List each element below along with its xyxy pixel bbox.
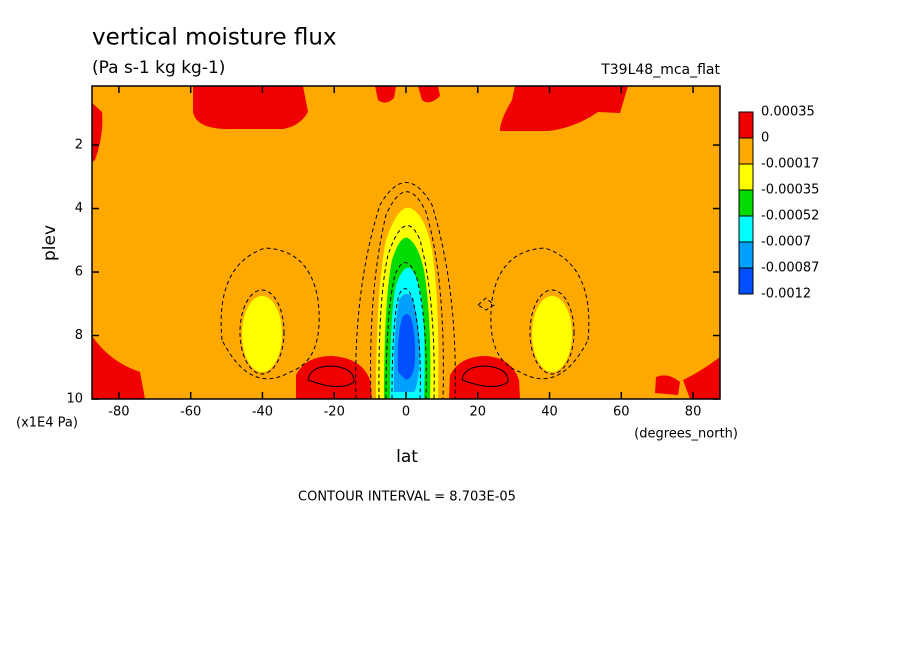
contour-region [655, 375, 680, 395]
contour-line [529, 289, 575, 375]
field [92, 86, 720, 399]
contour-line [477, 297, 495, 311]
x-tick-label: 80 [685, 405, 702, 420]
x-tick-label: 20 [469, 405, 486, 420]
chart-subtitle: (Pa s-1 kg kg-1) [92, 58, 225, 78]
chart-title: vertical moisture flux [92, 25, 337, 51]
colorbar-label: 0 [761, 131, 769, 146]
y-tick-label: 10 [66, 392, 83, 407]
y-tick-label: 4 [75, 201, 83, 216]
contour-region [92, 103, 103, 162]
y-tick-label: 8 [75, 328, 83, 343]
colorbar-label: -0.00087 [761, 261, 819, 276]
x-tick-label: -60 [180, 405, 201, 420]
colorbar-box [738, 111, 754, 139]
contour-region [296, 356, 372, 399]
colorbar-label: 0.00035 [761, 105, 815, 120]
contour-region [500, 86, 628, 131]
colorbar-label: -0.00035 [761, 183, 819, 198]
x-tick-label: -80 [108, 405, 129, 420]
contour-field [92, 86, 720, 399]
colorbar-box [738, 137, 754, 165]
colorbar-box [738, 189, 754, 217]
contour-line [220, 247, 320, 380]
contour-line [239, 289, 285, 375]
colorbar-label: -0.00052 [761, 209, 819, 224]
contour-line [307, 365, 355, 387]
contour-region [193, 86, 308, 129]
y-tick-label: 6 [75, 265, 83, 280]
y-unit: (x1E4 Pa) [16, 416, 78, 431]
y-tick-label: 2 [75, 138, 83, 153]
contour-region [375, 86, 396, 103]
contour-region [418, 86, 440, 103]
x-tick-label: -20 [324, 405, 345, 420]
contour-region [242, 296, 282, 372]
x-unit: (degrees_north) [634, 427, 738, 442]
run-label: T39L48_mca_flat [600, 62, 720, 78]
contour-line [355, 182, 456, 399]
contour-region [532, 296, 572, 372]
contour-line [391, 288, 421, 399]
contour-region [449, 356, 520, 399]
x-tick-label: -40 [252, 405, 273, 420]
x-tick-label: 0 [402, 405, 410, 420]
x-axis-label: lat [396, 447, 418, 467]
contour-line [385, 262, 427, 399]
annotation: CONTOUR INTERVAL = 8.703E-05 [298, 490, 516, 505]
x-tick-label: 40 [541, 405, 558, 420]
contour-line [461, 365, 509, 387]
colorbar-label: -0.0007 [761, 235, 811, 250]
colorbar-label: -0.0012 [761, 287, 811, 302]
colorbar-box [738, 267, 754, 295]
x-tick-label: 60 [613, 405, 630, 420]
contour-line [378, 225, 435, 399]
contour-region [92, 336, 145, 399]
contour-region [397, 314, 416, 380]
y-axis-label: plev [40, 225, 60, 261]
colorbar-box [738, 215, 754, 243]
colorbar-label: -0.00017 [761, 157, 819, 172]
contour-region [683, 357, 720, 399]
colorbar-box [738, 241, 754, 269]
contour-line [490, 247, 590, 380]
colorbar-box [738, 163, 754, 191]
